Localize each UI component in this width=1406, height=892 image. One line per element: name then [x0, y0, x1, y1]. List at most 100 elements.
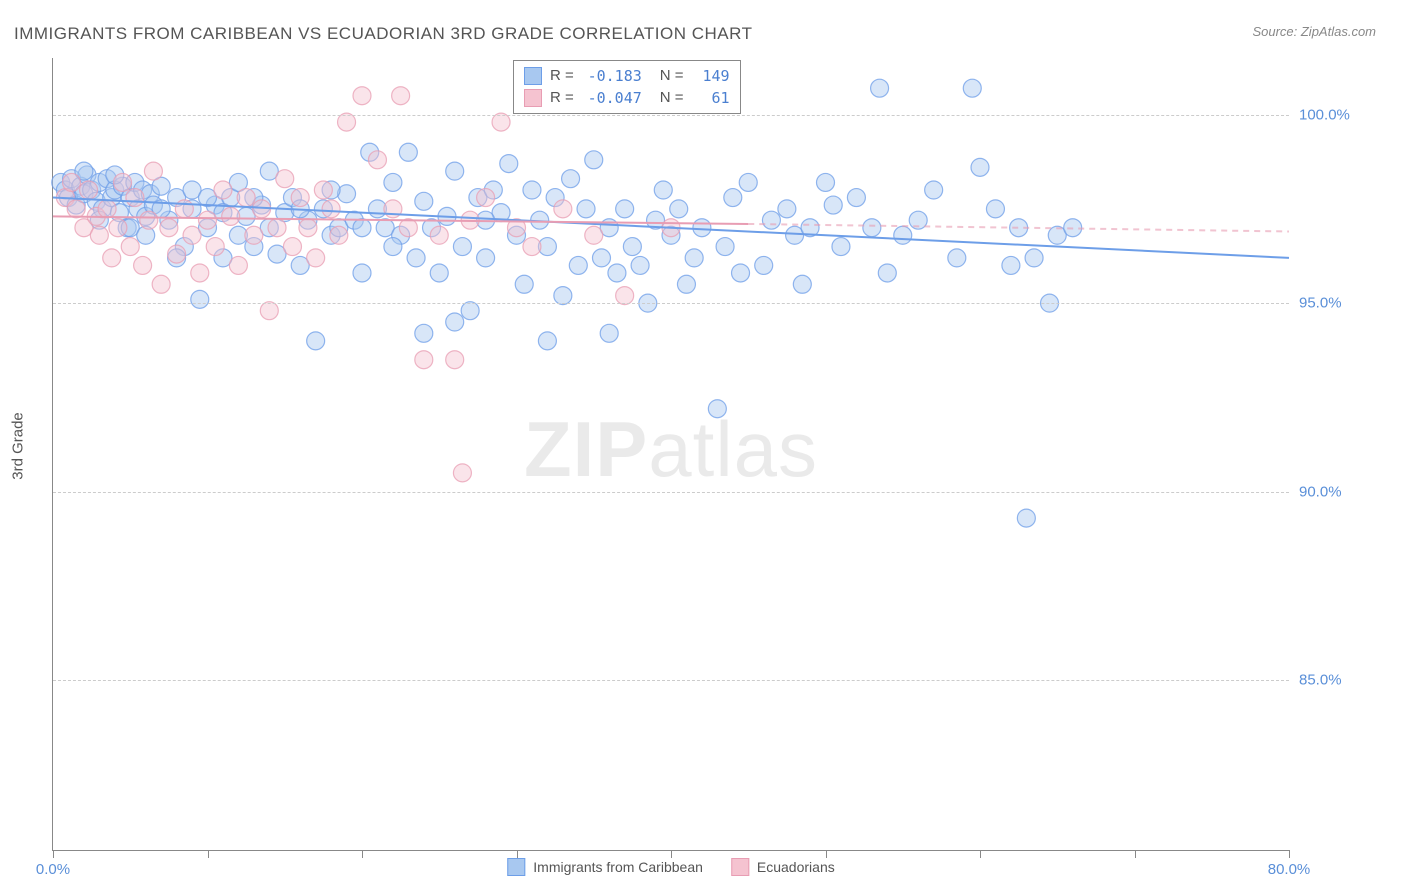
y-axis-label: 3rd Grade — [10, 412, 27, 480]
x-tick — [671, 850, 672, 858]
data-point — [268, 219, 286, 237]
data-point — [98, 200, 116, 218]
data-point — [430, 264, 448, 282]
x-tick — [826, 850, 827, 858]
data-point — [229, 256, 247, 274]
data-point — [353, 87, 371, 105]
legend-n-value: 61 — [692, 87, 730, 109]
data-point — [237, 189, 255, 207]
x-tick — [53, 850, 54, 858]
data-point — [824, 196, 842, 214]
data-point — [608, 264, 626, 282]
data-point — [407, 249, 425, 267]
data-point — [109, 219, 127, 237]
data-point — [245, 226, 263, 244]
data-point — [461, 302, 479, 320]
data-point — [314, 181, 332, 199]
data-point — [206, 238, 224, 256]
data-point — [863, 219, 881, 237]
data-point — [693, 219, 711, 237]
y-tick-label: 90.0% — [1299, 483, 1369, 500]
data-point — [67, 200, 85, 218]
legend-label: Immigrants from Caribbean — [533, 859, 703, 875]
legend-stat-row: R =-0.183N =149 — [524, 65, 730, 87]
data-point — [276, 170, 294, 188]
data-point — [430, 226, 448, 244]
data-point — [63, 173, 81, 191]
data-point — [592, 249, 610, 267]
data-point — [963, 79, 981, 97]
legend-r-label: R = — [550, 87, 574, 109]
data-point — [832, 238, 850, 256]
data-point — [600, 324, 618, 342]
data-point — [569, 256, 587, 274]
legend-r-value: -0.047 — [582, 87, 642, 109]
data-point — [554, 200, 572, 218]
data-point — [222, 207, 240, 225]
data-point — [446, 351, 464, 369]
data-point — [152, 275, 170, 293]
data-point — [160, 219, 178, 237]
gridline — [53, 115, 1289, 116]
data-point — [446, 313, 464, 331]
legend-label: Ecuadorians — [757, 859, 835, 875]
data-point — [283, 238, 301, 256]
data-point — [144, 162, 162, 180]
data-point — [126, 189, 144, 207]
data-point — [793, 275, 811, 293]
data-point — [585, 151, 603, 169]
data-point — [330, 226, 348, 244]
data-point — [384, 173, 402, 191]
series-legend: Immigrants from Caribbean Ecuadorians — [507, 858, 834, 876]
data-point — [415, 192, 433, 210]
data-point — [191, 290, 209, 308]
data-point — [477, 249, 495, 267]
x-tick — [362, 850, 363, 858]
data-point — [191, 264, 209, 282]
data-point — [1017, 509, 1035, 527]
legend-n-value: 149 — [692, 65, 730, 87]
chart-title: IMMIGRANTS FROM CARIBBEAN VS ECUADORIAN … — [14, 24, 752, 44]
scatter-svg — [53, 58, 1289, 850]
data-point — [477, 189, 495, 207]
data-point — [291, 189, 309, 207]
data-point — [654, 181, 672, 199]
legend-stat-row: R = -0.047 N = 61 — [524, 87, 730, 109]
data-point — [708, 400, 726, 418]
data-point — [338, 113, 356, 131]
legend-r-label: R = — [550, 65, 574, 87]
gridline — [53, 680, 1289, 681]
source-attribution: Source: ZipAtlas.com — [1252, 24, 1376, 39]
data-point — [523, 238, 541, 256]
data-point — [538, 332, 556, 350]
data-point — [716, 238, 734, 256]
legend-swatch — [524, 89, 542, 107]
data-point — [168, 245, 186, 263]
x-tick — [208, 850, 209, 858]
data-point — [585, 226, 603, 244]
data-point — [925, 181, 943, 199]
gridline — [53, 492, 1289, 493]
data-point — [739, 173, 757, 191]
data-point — [260, 302, 278, 320]
data-point — [523, 181, 541, 199]
data-point — [847, 189, 865, 207]
data-point — [971, 158, 989, 176]
data-point — [114, 173, 132, 191]
data-point — [446, 162, 464, 180]
x-tick — [980, 850, 981, 858]
x-tick — [1289, 850, 1290, 858]
data-point — [399, 219, 417, 237]
data-point — [134, 256, 152, 274]
legend-n-label: N = — [660, 87, 684, 109]
data-point — [894, 226, 912, 244]
data-point — [762, 211, 780, 229]
data-point — [415, 351, 433, 369]
data-point — [631, 256, 649, 274]
data-point — [1025, 249, 1043, 267]
data-point — [724, 189, 742, 207]
data-point — [322, 200, 340, 218]
data-point — [353, 219, 371, 237]
data-point — [577, 200, 595, 218]
correlation-legend: R =-0.183N =149R = -0.047 N = 61 — [513, 60, 741, 114]
